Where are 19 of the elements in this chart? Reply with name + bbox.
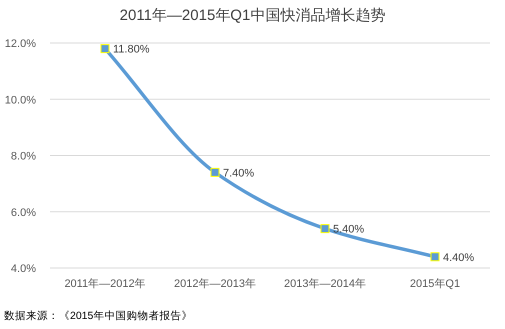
data-label: 7.40%: [223, 167, 254, 180]
chart-title: 2011年—2015年Q1中国快消品增长趋势: [120, 7, 386, 24]
y-tick-label: 10.0%: [4, 94, 36, 106]
y-tick-label: 4.0%: [10, 263, 36, 275]
point: [430, 252, 440, 262]
y-tick-label: 12.0%: [4, 38, 36, 50]
data-label: 11.80%: [113, 44, 150, 56]
y-tick-label: 8.0%: [10, 150, 36, 162]
point: [100, 44, 110, 54]
x-tick-label: 2011年—2012年: [64, 278, 146, 290]
x-tick-label: 2013年—2014年: [284, 278, 366, 290]
data-label: 5.40%: [333, 224, 364, 236]
source-note: 数据来源：《2015年中国购物者报告》: [4, 309, 192, 322]
x-tick-label: 2012年—2013年: [174, 278, 256, 290]
x-tick-label: 2015年Q1: [410, 278, 460, 290]
y-tick-label: 6.0%: [10, 206, 36, 219]
data-label: 4.40%: [443, 252, 474, 264]
point: [210, 168, 220, 177]
point: [320, 224, 330, 234]
